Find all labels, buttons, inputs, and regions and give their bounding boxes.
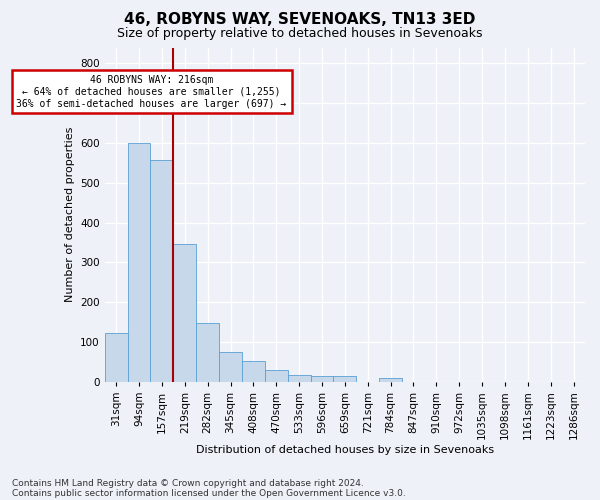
Text: 46, ROBYNS WAY, SEVENOAKS, TN13 3ED: 46, ROBYNS WAY, SEVENOAKS, TN13 3ED	[124, 12, 476, 28]
Text: Contains HM Land Registry data © Crown copyright and database right 2024.: Contains HM Land Registry data © Crown c…	[12, 478, 364, 488]
Bar	[105, 333, 128, 382]
Bar	[196, 323, 219, 382]
X-axis label: Distribution of detached houses by size in Sevenoaks: Distribution of detached houses by size …	[196, 445, 494, 455]
Bar	[128, 142, 151, 382]
Text: 46 ROBYNS WAY: 216sqm
← 64% of detached houses are smaller (1,255)
36% of semi-d: 46 ROBYNS WAY: 216sqm ← 64% of detached …	[16, 76, 287, 108]
Bar	[265, 370, 287, 382]
Bar	[242, 362, 265, 382]
Bar	[334, 376, 356, 382]
Bar	[219, 352, 242, 382]
Bar	[151, 160, 173, 382]
Bar	[311, 376, 334, 382]
Text: Size of property relative to detached houses in Sevenoaks: Size of property relative to detached ho…	[117, 28, 483, 40]
Bar	[379, 378, 402, 382]
Text: Contains public sector information licensed under the Open Government Licence v3: Contains public sector information licen…	[12, 488, 406, 498]
Bar	[287, 375, 311, 382]
Bar	[173, 244, 196, 382]
Y-axis label: Number of detached properties: Number of detached properties	[65, 127, 74, 302]
